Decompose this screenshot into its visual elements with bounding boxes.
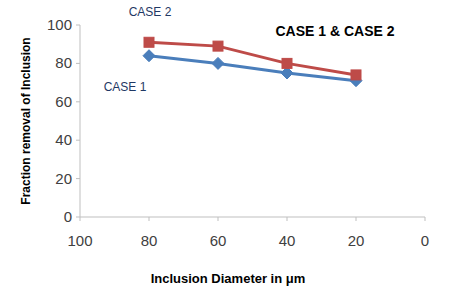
y-tick-label: 40 <box>55 131 72 148</box>
x-tick <box>149 217 150 221</box>
series-marker <box>212 57 224 69</box>
y-tick-label: 20 <box>55 170 72 187</box>
series-line <box>149 56 356 81</box>
x-axis-label: Inclusion Diameter in μm <box>151 271 306 286</box>
x-tick-label: 20 <box>348 232 365 249</box>
series-marker <box>144 37 154 47</box>
x-tick <box>425 217 426 221</box>
y-tick <box>76 178 80 179</box>
x-tick-label: 100 <box>67 232 92 249</box>
series-marker <box>351 70 361 80</box>
y-tick <box>76 217 80 218</box>
y-tick-label: 60 <box>55 93 72 110</box>
series-label: CASE 2 <box>129 5 172 19</box>
x-tick-label: 80 <box>141 232 158 249</box>
x-tick <box>287 217 288 221</box>
y-axis-label: Fraction removal of Inclusion <box>19 37 33 204</box>
y-tick <box>76 25 80 26</box>
y-tick-label: 0 <box>64 208 72 225</box>
series-line <box>149 42 356 75</box>
chart: 0 20 40 60 80 100 100 80 60 40 20 0 Inclusion Diamet… <box>0 0 454 298</box>
plot-area <box>143 37 362 86</box>
x-tick-label: 60 <box>210 232 227 249</box>
x-axis-line <box>80 217 425 218</box>
x-tick <box>218 217 219 221</box>
y-tick-label: 80 <box>55 54 72 71</box>
y-tick <box>76 140 80 141</box>
x-tick <box>80 217 81 221</box>
x-tick-label: 0 <box>421 232 429 249</box>
series-marker <box>213 41 223 51</box>
y-tick <box>76 101 80 102</box>
y-tick <box>76 63 80 64</box>
x-tick-label: 40 <box>279 232 296 249</box>
y-axis-line <box>80 25 81 217</box>
series-marker <box>143 50 155 62</box>
y-tick-label: 100 <box>47 16 72 33</box>
series-marker <box>282 58 292 68</box>
series-label: CASE 1 <box>104 80 147 94</box>
chart-title: CASE 1 & CASE 2 <box>275 23 394 39</box>
x-tick <box>356 217 357 221</box>
